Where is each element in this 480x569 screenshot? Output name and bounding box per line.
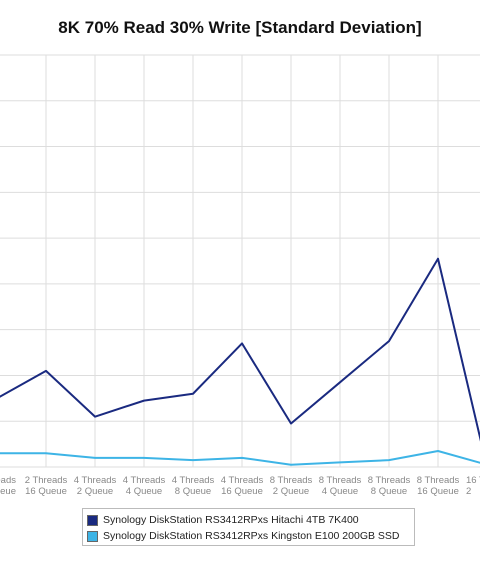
- data-point-1-6: [290, 463, 292, 466]
- legend-label-kingston: Synology DiskStation RS3412RPxs Kingston…: [103, 530, 400, 542]
- data-point-0-9: [437, 257, 439, 260]
- x-tick-label-5-0: 4 Threads: [221, 475, 264, 486]
- x-tick-label-10-1: 2: [466, 486, 471, 497]
- data-point-1-4: [192, 459, 194, 461]
- series-line-1: [0, 449, 480, 466]
- legend-swatch-hitachi: [87, 514, 98, 526]
- x-tick-label-9-0: 8 Threads: [417, 475, 460, 486]
- data-point-1-2: [94, 457, 96, 459]
- legend-item-kingston: Synology DiskStation RS3412RPxs Kingston…: [87, 529, 400, 543]
- data-point-0-3: [143, 399, 145, 402]
- x-tick-label-6-1: 2 Queue: [273, 486, 309, 497]
- x-tick-label-7-0: 8 Threads: [319, 475, 362, 486]
- grid-layer: [0, 54, 480, 468]
- data-point-1-7: [339, 461, 341, 464]
- data-point-0-7: [339, 381, 341, 384]
- legend-label-hitachi: Synology DiskStation RS3412RPxs Hitachi …: [103, 514, 359, 526]
- series-layer: [0, 257, 480, 466]
- data-point-1-5: [241, 457, 243, 459]
- x-tick-label-2-1: 2 Queue: [77, 486, 113, 497]
- x-tick-label-4-1: 8 Queue: [175, 486, 211, 497]
- x-tick-label-0-1: ueue: [0, 486, 16, 497]
- x-tick-label-3-0: 4 Threads: [123, 475, 166, 486]
- legend: Synology DiskStation RS3412RPxs Hitachi …: [82, 508, 415, 546]
- legend-item-hitachi: Synology DiskStation RS3412RPxs Hitachi …: [87, 513, 359, 527]
- x-tick-label-5-1: 16 Queue: [221, 486, 263, 497]
- data-point-1-9: [437, 450, 439, 452]
- x-tick-label-7-1: 4 Queue: [322, 486, 358, 497]
- x-tick-label-2-0: 4 Threads: [74, 475, 117, 486]
- data-point-0-5: [241, 342, 243, 345]
- x-tick-label-10-0: 16 T: [466, 475, 480, 486]
- data-point-0-2: [94, 415, 96, 418]
- data-point-0-8: [388, 340, 390, 342]
- x-tick-label-1-1: 16 Queue: [25, 486, 67, 497]
- x-tick-label-3-1: 4 Queue: [126, 486, 162, 497]
- x-tick-label-0-0: eads: [0, 475, 16, 486]
- x-tick-label-4-0: 4 Threads: [172, 475, 215, 486]
- data-point-1-3: [143, 457, 145, 459]
- x-tick-label-1-0: 2 Threads: [25, 475, 68, 486]
- data-point-0-1: [45, 370, 47, 372]
- legend-swatch-kingston: [87, 530, 98, 542]
- data-point-1-8: [388, 459, 390, 461]
- data-point-1-1: [45, 452, 47, 455]
- x-tick-label-9-1: 16 Queue: [417, 486, 459, 497]
- data-point-0-4: [192, 392, 194, 395]
- x-tick-label-8-0: 8 Threads: [368, 475, 411, 486]
- data-point-0-6: [290, 422, 292, 425]
- series-line-0: [0, 257, 480, 442]
- x-tick-label-6-0: 8 Threads: [270, 475, 313, 486]
- chart-title: 8K 70% Read 30% Write [Standard Deviatio…: [58, 18, 422, 37]
- x-tick-label-8-1: 8 Queue: [371, 486, 407, 497]
